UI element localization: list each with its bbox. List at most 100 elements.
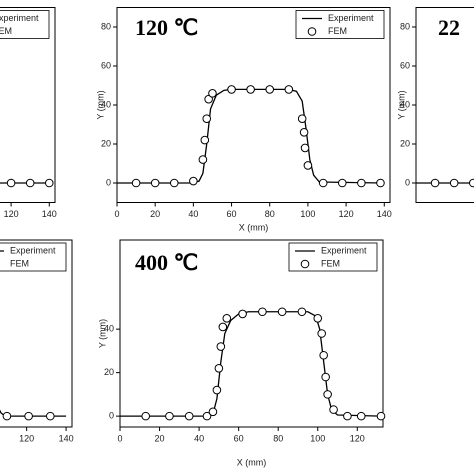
fem-point (44, 178, 54, 188)
fem-point (246, 85, 255, 94)
x-tick-label: 40 (188, 209, 198, 219)
legend-label: FEM (321, 258, 340, 268)
fem-point (6, 178, 16, 188)
x-tick-label: 140 (377, 209, 392, 219)
y-tick-label: 40 (400, 99, 410, 109)
fem-point (212, 385, 222, 395)
fem-point (131, 178, 141, 188)
y-tick-label: 80 (400, 21, 410, 31)
fem-point (200, 135, 210, 145)
fem-point (299, 128, 309, 137)
fem-point (300, 143, 310, 153)
y-tick-label: 0 (106, 177, 111, 187)
fem-point (258, 307, 267, 317)
plot-frame (0, 7, 56, 203)
x-tick-label: 60 (234, 433, 244, 443)
chart: 0 20 40 60 80 100 120 140 0 20 40 60 80 120 ℃ Y (mm) X … (95, 7, 392, 232)
fem-point (313, 313, 323, 323)
chart: 120 140 Experiment FEM (0, 239, 74, 443)
fem-point (323, 390, 332, 399)
legend-label: FEM (10, 258, 29, 268)
fem-point (318, 178, 328, 188)
legend-label: FEM (0, 26, 12, 36)
fem-point (141, 411, 151, 421)
x-axis-label: X (mm) (237, 457, 267, 467)
fem-point (303, 161, 313, 170)
y-axis-label: Y (mm) (396, 90, 406, 119)
fem-point (208, 407, 218, 417)
chart-title: 400 ℃ (135, 250, 198, 275)
x-tick-label: 20 (150, 209, 160, 219)
x-tick-label: 80 (265, 209, 275, 219)
fem-point (218, 322, 228, 332)
fem-point (277, 307, 287, 317)
fem-point (202, 411, 212, 421)
fem-point (265, 85, 275, 94)
x-tick-label: 20 (155, 433, 165, 443)
x-axis-label: X (mm) (239, 222, 269, 232)
plot-frame (119, 239, 384, 428)
legend-marker (300, 259, 310, 269)
legend-box (0, 242, 67, 272)
fem-point (189, 176, 198, 186)
fem-point (376, 178, 385, 188)
y-tick-label: 40 (104, 324, 114, 334)
fem-point (208, 89, 217, 98)
legend-label: Experiment (328, 13, 374, 23)
fem-point (238, 309, 247, 319)
legend-box (295, 10, 385, 39)
fem-point (356, 411, 366, 421)
fem-point (24, 411, 33, 421)
experiment-line (0, 409, 67, 417)
experiment-line (117, 88, 385, 184)
x-tick-label: 0 (114, 209, 119, 219)
fem-point (184, 411, 194, 421)
chart: 0 20 40 60 80 100 120 0 20 40 400 ℃ Y (mm) X (mm) Exp… (97, 239, 386, 467)
plot-frame (0, 239, 73, 428)
legend-label: Experiment (0, 13, 39, 23)
x-tick-label: 120 (4, 209, 19, 219)
x-tick-label: 140 (42, 209, 57, 219)
fem-point (202, 114, 212, 123)
y-tick-label: 80 (101, 21, 111, 31)
y-tick-label: 40 (101, 99, 111, 109)
y-tick-label: 0 (109, 411, 114, 421)
chart: 0 20 40 60 80 22 Y (mm) (396, 7, 474, 203)
fem-point (227, 85, 236, 94)
fem-point (284, 85, 294, 94)
y-axis-label: Y (mm) (97, 319, 107, 348)
y-tick-label: 60 (101, 60, 111, 70)
x-tick-label: 0 (117, 433, 122, 443)
x-tick-label: 40 (194, 433, 204, 443)
x-tick-label: 120 (19, 433, 34, 443)
legend-marker (307, 27, 317, 36)
fem-point (343, 411, 352, 421)
x-tick-label: 120 (350, 433, 365, 443)
fem-point (468, 178, 474, 188)
fem-point (150, 178, 160, 188)
fem-point (337, 178, 347, 188)
chart-title: 22 (438, 15, 460, 40)
legend-box (0, 10, 50, 39)
experiment-line (120, 311, 382, 417)
y-axis-label: Y (mm) (95, 90, 105, 119)
fem-point (216, 342, 226, 351)
fem-point (169, 178, 179, 188)
x-tick-label: 60 (227, 209, 237, 219)
fem-point (198, 155, 208, 164)
fem-point (214, 363, 224, 373)
x-tick-label: 100 (310, 433, 325, 443)
fem-point (357, 178, 366, 188)
fem-point (46, 411, 55, 421)
fem-point (25, 178, 35, 188)
chart: 120 140 Experiment FEM (0, 7, 57, 219)
fem-point (165, 411, 174, 421)
fem-point (317, 329, 326, 338)
y-tick-label: 60 (400, 60, 410, 70)
legend-label: Experiment (10, 245, 56, 255)
fem-point (449, 178, 459, 188)
y-tick-label: 20 (400, 138, 410, 148)
legend-label: Experiment (321, 245, 367, 255)
